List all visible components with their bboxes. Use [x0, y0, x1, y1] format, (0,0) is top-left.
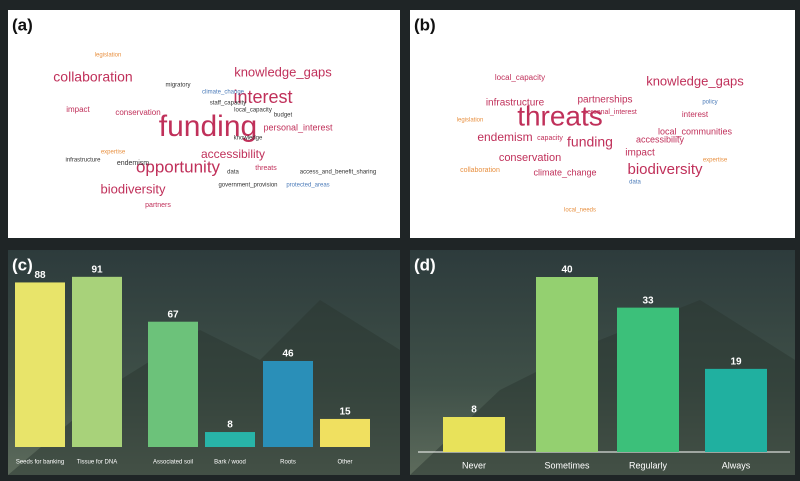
panel-label: (d) [414, 255, 436, 274]
category-label: Tissue for DNA [77, 460, 117, 466]
category-label: Bark / wood [214, 460, 246, 466]
word: threats [255, 165, 277, 172]
word: local_capacity [495, 73, 545, 82]
word: accessibility [636, 134, 685, 144]
value-label: 19 [730, 357, 742, 368]
word: local_needs [564, 208, 596, 214]
word: staff_capacity [210, 101, 247, 107]
bar [205, 432, 255, 447]
value-label: 67 [167, 309, 179, 320]
word: government_provision [218, 183, 277, 189]
value-label: 88 [34, 270, 46, 281]
bar [536, 277, 598, 452]
value-label: 46 [282, 349, 294, 360]
category-label: Regularly [629, 460, 668, 470]
bar [705, 368, 767, 452]
value-label: 40 [561, 265, 573, 276]
category-label: Never [462, 460, 486, 470]
category-label: Always [722, 460, 751, 470]
category-label: Sometimes [544, 460, 590, 470]
category-label: Associated soil [153, 460, 193, 466]
word: partnerships [577, 95, 632, 106]
bar [443, 417, 505, 452]
word: funding [159, 110, 257, 143]
bar [148, 321, 198, 447]
category-label: Roots [280, 460, 296, 466]
word: personal_interest [263, 122, 333, 132]
word: interest [682, 110, 709, 119]
word: budget [274, 113, 293, 119]
word: local_capacity [234, 108, 272, 114]
word: access_and_benefit_sharing [300, 170, 376, 176]
panel-label: (b) [414, 15, 436, 34]
word: endemism [477, 130, 532, 144]
word: biodiversity [627, 161, 703, 178]
word: climate_change [202, 90, 245, 96]
word: climate_change [533, 167, 596, 177]
value-label: 15 [339, 407, 351, 418]
word: collaboration [53, 69, 132, 85]
mountain [410, 300, 795, 475]
word: local_communities [658, 126, 733, 136]
bar [15, 282, 65, 447]
bar [263, 360, 313, 447]
value-label: 8 [227, 420, 233, 431]
word: biodiversity [100, 181, 166, 196]
word: collaboration [460, 167, 500, 174]
bar [72, 276, 122, 447]
word: knowledge_gaps [234, 64, 332, 79]
word: infrastructure [486, 98, 545, 109]
bar [320, 418, 370, 447]
panel-label: (c) [12, 255, 33, 274]
panel-label: (a) [12, 15, 33, 34]
word: impact [625, 148, 655, 159]
word: capacity [537, 135, 563, 142]
word: threats [517, 100, 603, 131]
value-label: 33 [642, 295, 654, 306]
word: legislation [95, 53, 122, 59]
word: infrastructure [65, 158, 101, 164]
word: policy [702, 100, 717, 106]
word: expertise [703, 158, 728, 164]
word: protected_areas [286, 183, 329, 189]
word: funding [567, 134, 613, 150]
word: knowledge_gaps [646, 73, 744, 88]
panel-a [8, 10, 400, 238]
word: impact [66, 105, 90, 114]
word: accessibility [201, 147, 265, 161]
word: expertise [101, 150, 126, 156]
word: endemism [117, 160, 149, 167]
word: data [227, 170, 239, 176]
panel-b [410, 10, 795, 238]
word: migratory [165, 83, 190, 89]
word: conservation [115, 108, 160, 117]
word: personal_interest [583, 109, 637, 116]
word: opportunity [136, 157, 221, 176]
category-label: Other [337, 460, 352, 466]
word: knowledge [234, 136, 263, 142]
value-label: 8 [471, 405, 477, 416]
value-label: 91 [91, 264, 103, 275]
bar [617, 307, 679, 452]
word: partners [145, 202, 171, 209]
word: data [629, 180, 641, 186]
category-label: Seeds for banking [16, 460, 64, 466]
word: conservation [499, 152, 561, 164]
word: legislation [457, 118, 484, 124]
word: interest [233, 87, 292, 107]
